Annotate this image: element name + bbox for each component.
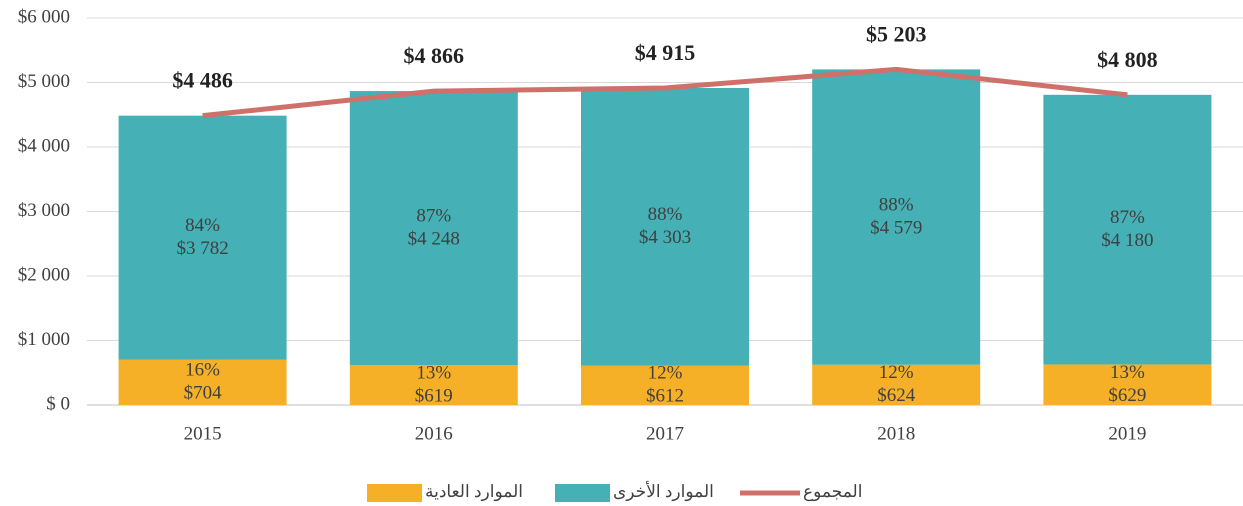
percent-label: 87% <box>1110 207 1145 228</box>
total-label: $4 808 <box>1097 47 1158 72</box>
bar-segment <box>118 115 287 360</box>
x-tick-label: 2019 <box>1108 423 1146 444</box>
bar-segment <box>812 364 981 405</box>
bar-segment <box>812 69 981 365</box>
percent-label: 88% <box>648 204 683 225</box>
y-tick-label: $2 000 <box>18 264 70 285</box>
percent-label: 16% <box>185 360 220 381</box>
legend-label: المجموع <box>803 482 862 502</box>
x-tick-label: 2016 <box>415 423 453 444</box>
y-tick-label: $1 000 <box>18 329 70 350</box>
value-label: $704 <box>184 383 223 404</box>
value-label: $619 <box>415 385 453 406</box>
bar-segment <box>1043 364 1212 405</box>
percent-label: 13% <box>416 362 451 383</box>
y-tick-label: $4 000 <box>18 135 70 156</box>
bar-segment <box>349 365 518 405</box>
bar-segment <box>118 359 287 405</box>
percent-label: 12% <box>879 362 914 383</box>
percent-label: 12% <box>648 363 683 384</box>
total-label: $4 866 <box>404 43 465 68</box>
percent-label: 87% <box>416 205 451 226</box>
total-line <box>202 66 1128 119</box>
x-tick-label: 2018 <box>877 423 915 444</box>
legend-label: الموارد الأخرى <box>613 481 714 502</box>
value-label: $4 180 <box>1101 230 1153 251</box>
value-label: $4 579 <box>870 217 922 238</box>
bar-segment <box>581 365 749 405</box>
value-label: $629 <box>1108 385 1146 406</box>
percent-label: 84% <box>185 215 220 236</box>
y-tick-label: $3 000 <box>18 200 70 221</box>
value-label: $624 <box>877 385 916 406</box>
percent-label: 13% <box>1110 362 1145 383</box>
value-label: $4 248 <box>408 228 460 249</box>
value-label: $4 303 <box>639 227 691 248</box>
legend-swatch <box>367 484 422 502</box>
value-label: $612 <box>646 386 684 407</box>
bar-segment <box>349 91 518 366</box>
legend-label: الموارد العادية <box>425 482 523 502</box>
y-tick-label: $ 0 <box>46 393 70 414</box>
y-tick-label: $5 000 <box>18 71 70 92</box>
value-label: $3 782 <box>176 238 228 259</box>
percent-label: 88% <box>879 194 914 215</box>
x-tick-label: 2017 <box>646 423 684 444</box>
total-label: $4 486 <box>172 68 233 93</box>
legend-swatch <box>555 484 610 502</box>
total-label: $5 203 <box>866 21 927 46</box>
bar-segment <box>581 87 749 366</box>
y-tick-label: $6 000 <box>18 6 70 27</box>
x-tick-label: 2015 <box>184 423 222 444</box>
total-label: $4 915 <box>635 40 696 65</box>
bar-segment <box>1043 94 1212 365</box>
